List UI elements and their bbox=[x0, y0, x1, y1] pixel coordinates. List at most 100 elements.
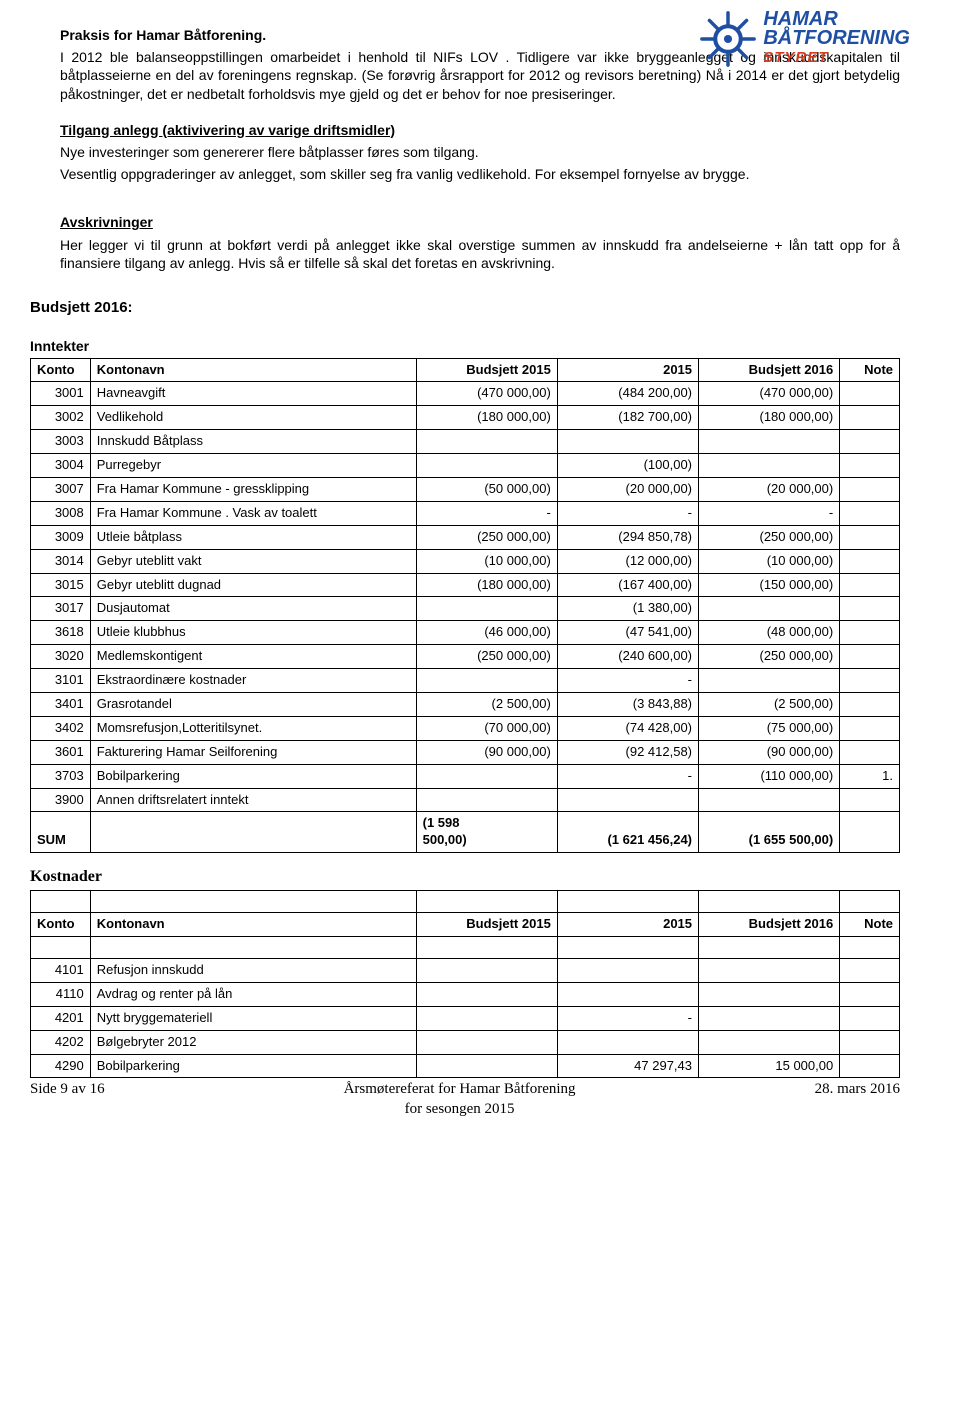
cell-b2015: (180 000,00) bbox=[416, 573, 557, 597]
cell-b2015: (180 000,00) bbox=[416, 406, 557, 430]
cell-b2015 bbox=[416, 1054, 557, 1078]
table-row: 3101Ekstraordinære kostnader- bbox=[31, 669, 900, 693]
cell-2015 bbox=[557, 788, 698, 812]
cell-2015: (47 541,00) bbox=[557, 621, 698, 645]
cell-b2015 bbox=[416, 454, 557, 478]
cell-konto: 3618 bbox=[31, 621, 91, 645]
cell-2015: (182 700,00) bbox=[557, 406, 698, 430]
page-footer: Side 9 av 16 Årsmøtereferat for Hamar Bå… bbox=[30, 1080, 900, 1119]
cell-b2016: (75 000,00) bbox=[699, 716, 840, 740]
cell-navn: Dusjautomat bbox=[90, 597, 416, 621]
cell-konto: 3003 bbox=[31, 430, 91, 454]
cell-b2016: (470 000,00) bbox=[699, 382, 840, 406]
cell-navn: Bobilparkering bbox=[90, 764, 416, 788]
cell-2015: - bbox=[557, 669, 698, 693]
cell-b2015: - bbox=[416, 501, 557, 525]
table-row: 3014Gebyr uteblitt vakt(10 000,00)(12 00… bbox=[31, 549, 900, 573]
cell-navn: Innskudd Båtplass bbox=[90, 430, 416, 454]
cell-navn: Nytt bryggemateriell bbox=[90, 1006, 416, 1030]
cell-b2016: (250 000,00) bbox=[699, 525, 840, 549]
cell-2015: (74 428,00) bbox=[557, 716, 698, 740]
cell-navn: Avdrag og renter på lån bbox=[90, 982, 416, 1006]
cell-navn: Bølgebryter 2012 bbox=[90, 1030, 416, 1054]
table-row: 3003Innskudd Båtplass bbox=[31, 430, 900, 454]
cell-b2016: (180 000,00) bbox=[699, 406, 840, 430]
table-row: 3017Dusjautomat(1 380,00) bbox=[31, 597, 900, 621]
cell-note bbox=[840, 525, 900, 549]
cell-konto: 3900 bbox=[31, 788, 91, 812]
table-row: 4101Refusjon innskudd bbox=[31, 958, 900, 982]
cell-b2015 bbox=[416, 1030, 557, 1054]
cell-navn: Refusjon innskudd bbox=[90, 958, 416, 982]
th-note: Note bbox=[840, 358, 900, 382]
footer-mid: Årsmøtereferat for Hamar Båtforening for… bbox=[344, 1080, 576, 1119]
cell-b2015 bbox=[416, 430, 557, 454]
cell-konto: 3703 bbox=[31, 764, 91, 788]
th-2015: 2015 bbox=[557, 913, 698, 937]
cell-b2015: (250 000,00) bbox=[416, 525, 557, 549]
cell-navn: Fra Hamar Kommune - gressklipping bbox=[90, 478, 416, 502]
cell-b2015: (10 000,00) bbox=[416, 549, 557, 573]
cell-navn: Fakturering Hamar Seilforening bbox=[90, 740, 416, 764]
table-row: 3015Gebyr uteblitt dugnad(180 000,00)(16… bbox=[31, 573, 900, 597]
cell-b2016: - bbox=[699, 501, 840, 525]
cell-navn: Fra Hamar Kommune . Vask av toalett bbox=[90, 501, 416, 525]
cell-navn: Gebyr uteblitt vakt bbox=[90, 549, 416, 573]
table-row: 3601Fakturering Hamar Seilforening(90 00… bbox=[31, 740, 900, 764]
cell-b2015: (70 000,00) bbox=[416, 716, 557, 740]
table-row: 3001Havneavgift(470 000,00)(484 200,00)(… bbox=[31, 382, 900, 406]
cell-2015: (167 400,00) bbox=[557, 573, 698, 597]
cell-b2016: (20 000,00) bbox=[699, 478, 840, 502]
cell-b2016 bbox=[699, 597, 840, 621]
cell-b2015: (90 000,00) bbox=[416, 740, 557, 764]
table-row: 3009Utleie båtplass(250 000,00)(294 850,… bbox=[31, 525, 900, 549]
cell-note bbox=[840, 382, 900, 406]
inntekter-title: Inntekter bbox=[30, 337, 900, 355]
inntekter-table: Konto Kontonavn Budsjett 2015 2015 Budsj… bbox=[30, 358, 900, 854]
cell-note bbox=[840, 621, 900, 645]
cell-navn: Grasrotandel bbox=[90, 693, 416, 717]
cell-b2016: (250 000,00) bbox=[699, 645, 840, 669]
cell-b2016: (2 500,00) bbox=[699, 693, 840, 717]
table-row: 4201Nytt bryggemateriell- bbox=[31, 1006, 900, 1030]
cell-2015 bbox=[557, 958, 698, 982]
cell-navn: Utleie klubbhus bbox=[90, 621, 416, 645]
cell-2015: (240 600,00) bbox=[557, 645, 698, 669]
footer-left: Side 9 av 16 bbox=[30, 1080, 105, 1119]
cell-b2016 bbox=[699, 958, 840, 982]
cell-b2016 bbox=[699, 788, 840, 812]
cell-b2015 bbox=[416, 788, 557, 812]
cell-2015: (20 000,00) bbox=[557, 478, 698, 502]
cell-b2016: (110 000,00) bbox=[699, 764, 840, 788]
footer-right: 28. mars 2016 bbox=[815, 1080, 900, 1119]
th-konto: Konto bbox=[31, 358, 91, 382]
th-note: Note bbox=[840, 913, 900, 937]
logo-text-block: HAMAR BÅTFORENING STYRET bbox=[763, 10, 910, 68]
cell-2015: - bbox=[557, 764, 698, 788]
cell-b2016 bbox=[699, 982, 840, 1006]
cell-navn: Medlemskontigent bbox=[90, 645, 416, 669]
cell-konto: 3015 bbox=[31, 573, 91, 597]
cell-note bbox=[840, 1030, 900, 1054]
cell-note bbox=[840, 406, 900, 430]
cell-b2015: (50 000,00) bbox=[416, 478, 557, 502]
th-konto: Konto bbox=[31, 913, 91, 937]
cell-konto: 4101 bbox=[31, 958, 91, 982]
th-2015: 2015 bbox=[557, 358, 698, 382]
cell-b2015 bbox=[416, 669, 557, 693]
cell-note bbox=[840, 716, 900, 740]
table-row bbox=[31, 936, 900, 958]
logo-sub: STYRET bbox=[763, 48, 910, 68]
cell-note bbox=[840, 958, 900, 982]
cell-b2015: (2 500,00) bbox=[416, 693, 557, 717]
cell-navn: Havneavgift bbox=[90, 382, 416, 406]
cell-note bbox=[840, 1006, 900, 1030]
logo-block: HAMAR BÅTFORENING STYRET bbox=[699, 10, 910, 68]
table-row: 4202Bølgebryter 2012 bbox=[31, 1030, 900, 1054]
cell-navn: Purregebyr bbox=[90, 454, 416, 478]
cell-empty bbox=[90, 812, 416, 853]
cell-navn: Bobilparkering bbox=[90, 1054, 416, 1078]
table-header-row: Konto Kontonavn Budsjett 2015 2015 Budsj… bbox=[31, 358, 900, 382]
cell-konto: 3601 bbox=[31, 740, 91, 764]
cell-konto: 3101 bbox=[31, 669, 91, 693]
